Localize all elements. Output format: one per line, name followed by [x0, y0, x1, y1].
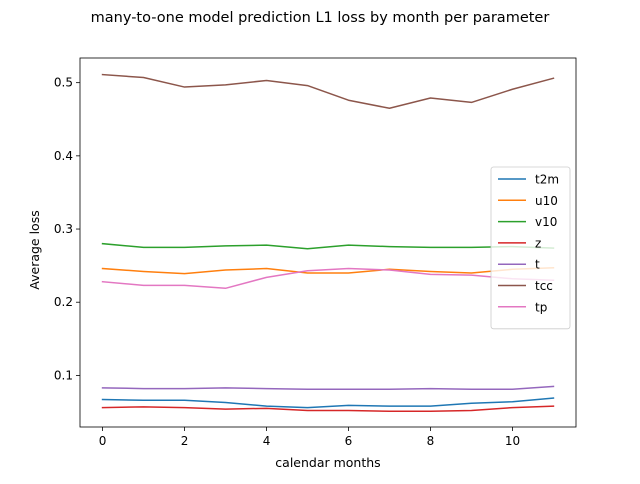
legend-label-tcc: tcc: [535, 279, 553, 293]
y-tick-label: 0.1: [54, 368, 73, 382]
legend-label-z: z: [535, 236, 541, 250]
x-tick-label: 4: [263, 434, 271, 448]
legend-label-t: t: [535, 258, 540, 272]
plot-area: 0 2 4 6 8 10 0.1 0.2 0.3 0.4 0.5: [54, 57, 577, 448]
series-line-tcc: [101, 73, 555, 110]
y-tick-label: 0.4: [54, 149, 73, 163]
y-tick-label: 0.5: [54, 76, 73, 90]
y-axis-label: Average loss: [27, 210, 42, 289]
legend-label-v10: v10: [535, 215, 557, 229]
y-tick-label: 0.2: [54, 295, 73, 309]
x-tick-label: 0: [99, 434, 107, 448]
legend-box: [490, 166, 571, 330]
axes-frame: [79, 57, 577, 428]
series-line-t2m: [101, 397, 555, 409]
series-line-v10: [101, 242, 555, 250]
x-axis-label: calendar months: [275, 455, 380, 470]
chart-title: many-to-one model prediction L1 loss by …: [91, 10, 550, 26]
legend: t2m u10 v10 zt tcc tp: [490, 166, 571, 330]
series-line-u10: [101, 267, 555, 275]
series-line-z: [101, 405, 555, 413]
legend-label-t2m: t2m: [535, 173, 559, 187]
legend-label-tp: tp: [535, 300, 547, 314]
legend-label-u10: u10: [535, 194, 558, 208]
x-tick-label: 6: [345, 434, 353, 448]
x-tick-label: 10: [505, 434, 520, 448]
series-line-t: [101, 385, 555, 391]
series-line-tp: [101, 267, 555, 290]
x-tick-label: 8: [427, 434, 435, 448]
x-tick-label: 2: [181, 434, 189, 448]
y-tick-label: 0.3: [54, 222, 73, 236]
